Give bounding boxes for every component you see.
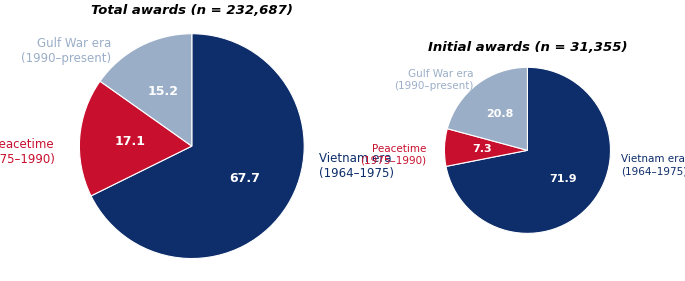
Text: Vietnam era
(1964–1975): Vietnam era (1964–1975) [621, 155, 685, 176]
Text: Gulf War era
(1990–present): Gulf War era (1990–present) [21, 37, 111, 65]
Wedge shape [91, 34, 304, 259]
Text: Peacetime
(1975–1990): Peacetime (1975–1990) [360, 144, 426, 165]
Text: 67.7: 67.7 [229, 172, 260, 185]
Text: Vietnam era
(1964–1975): Vietnam era (1964–1975) [319, 152, 394, 180]
Title: Total awards (n = 232,687): Total awards (n = 232,687) [91, 4, 292, 17]
Wedge shape [445, 129, 527, 166]
Text: 20.8: 20.8 [486, 109, 513, 119]
Text: 7.3: 7.3 [472, 144, 492, 154]
Wedge shape [446, 67, 610, 233]
Text: 15.2: 15.2 [148, 85, 179, 98]
Text: Gulf War era
(1990–present): Gulf War era (1990–present) [394, 69, 473, 90]
Text: Peacetime
(1975–1990): Peacetime (1975–1990) [0, 138, 55, 166]
Text: 17.1: 17.1 [114, 135, 146, 148]
Title: Initial awards (n = 31,355): Initial awards (n = 31,355) [427, 41, 627, 54]
Text: 71.9: 71.9 [549, 174, 577, 184]
Wedge shape [447, 67, 527, 150]
Wedge shape [79, 81, 192, 196]
Wedge shape [100, 34, 192, 146]
